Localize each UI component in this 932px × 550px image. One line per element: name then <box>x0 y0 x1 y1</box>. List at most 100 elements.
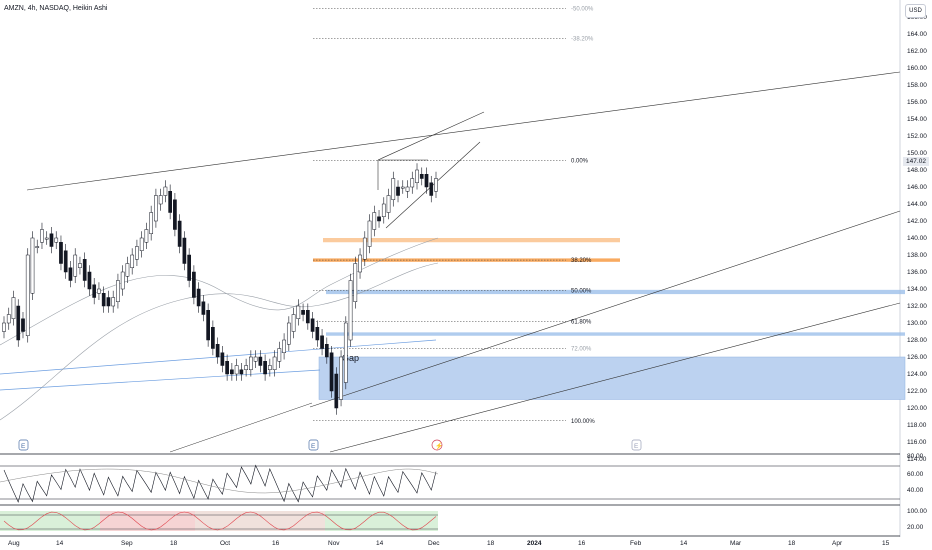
moving-average-2 <box>0 262 439 421</box>
time-tick-label: Feb <box>630 540 642 547</box>
rsi-line <box>3 464 437 503</box>
price-tick-label: 158.00 <box>907 82 927 89</box>
price-tick-label: 138.00 <box>907 252 927 259</box>
candle-body <box>35 246 40 248</box>
split-marker[interactable]: ⚡ <box>431 439 443 451</box>
price-tick-label: 160.00 <box>907 65 927 72</box>
price-tick-label: 134.00 <box>907 286 927 293</box>
blue-zone[interactable] <box>326 289 905 295</box>
chart-title: AMZN, 4h, NASDAQ, Heikin Ashi <box>4 5 108 12</box>
stoch-k-line <box>3 511 437 531</box>
rsi-pane[interactable] <box>0 464 900 503</box>
candle-body <box>253 356 258 362</box>
lower-channel-line-1[interactable] <box>309 210 901 408</box>
currency-button[interactable]: USD <box>905 4 926 18</box>
candle-body <box>343 322 348 383</box>
candle-body <box>201 301 206 315</box>
wedge-upper-line[interactable] <box>377 111 485 161</box>
fib-level-label: -38.20% <box>571 36 594 42</box>
blue-zone[interactable] <box>326 332 905 336</box>
candle-body <box>320 335 324 349</box>
candle-body <box>348 280 353 341</box>
candle-body <box>410 178 415 188</box>
price-tick-label: 148.00 <box>907 167 927 174</box>
fib-level-label: 61.80% <box>571 319 592 325</box>
rsi-tick-label: 60.00 <box>907 471 924 478</box>
gap-label: Gap <box>342 353 359 363</box>
left-lower-line <box>169 402 313 453</box>
candle-body <box>63 250 68 273</box>
candle-body <box>272 356 277 370</box>
candle-body <box>296 305 301 319</box>
price-tick-label: 114.00 <box>907 456 927 463</box>
candle-body <box>92 284 97 298</box>
candle-body <box>391 178 396 200</box>
candle-body <box>258 356 263 366</box>
svg-text:E: E <box>634 443 639 450</box>
stoch-bg-down-2 <box>195 511 325 531</box>
price-tick-label: 120.00 <box>907 405 927 412</box>
fib-level-label: 0.00% <box>571 159 589 165</box>
candle-body <box>286 322 291 345</box>
candle-body <box>173 199 177 230</box>
zones-layer <box>313 238 905 336</box>
candle-body <box>267 365 272 370</box>
candle-body <box>396 186 400 196</box>
time-tick-label: 15 <box>882 540 890 547</box>
fib-level-label: 100.00% <box>571 419 595 425</box>
candle-body <box>220 352 225 366</box>
rsi-axis: 80.00 60.00 40.00 <box>907 453 924 494</box>
candle-body <box>139 237 144 251</box>
support-zone[interactable] <box>323 238 620 243</box>
candle-body <box>301 310 305 315</box>
candle-body <box>244 365 248 370</box>
candle-body <box>429 182 434 196</box>
fib-retracement[interactable]: -50.00% -38.20% 0.00% 38.20% 50.00% 61.80% 72.… <box>313 7 595 425</box>
price-tick-label: 128.00 <box>907 337 927 344</box>
stoch-axis: 100.00 20.00 <box>907 508 927 531</box>
candle-body <box>30 237 35 294</box>
candle-body <box>291 314 296 332</box>
price-axis[interactable]: 166.00164.00162.00160.00158.00156.00154.… <box>907 14 927 463</box>
fib-level-label: 72.00% <box>571 347 592 353</box>
candle-body <box>135 246 139 260</box>
time-axis[interactable]: Aug 14 Sep 18 Oct 16 Nov 14 Dec 18 2024 16 Feb 14 Mar 1… <box>8 540 890 547</box>
candle-body <box>239 369 244 375</box>
candle-body <box>358 254 362 273</box>
candle-body <box>125 263 130 277</box>
time-tick-label: 18 <box>487 540 495 547</box>
price-tick-label: 124.00 <box>907 371 927 378</box>
candle-body <box>120 271 125 290</box>
stoch-bg-up-3 <box>325 511 438 531</box>
rsi-ma-line <box>0 468 439 494</box>
candle-body <box>329 352 334 392</box>
earnings-marker-2[interactable]: E <box>308 439 319 451</box>
stoch-pane[interactable] <box>0 511 438 531</box>
candle-body <box>192 271 196 298</box>
candle-body <box>353 263 358 302</box>
svg-text:E: E <box>21 443 26 450</box>
candle-body <box>158 195 163 205</box>
earnings-marker-1[interactable]: E <box>18 439 29 451</box>
candle-body <box>386 195 391 213</box>
candle-body <box>305 310 310 324</box>
candle-body <box>263 361 267 375</box>
rsi-tick-label: 40.00 <box>907 487 924 494</box>
candle-body <box>381 203 386 217</box>
svg-text:⚡: ⚡ <box>435 442 443 450</box>
candle-body <box>106 297 111 307</box>
earnings-marker-3[interactable]: E <box>631 439 642 451</box>
upper-channel-line[interactable] <box>26 71 901 191</box>
fib-level-label: 50.00% <box>571 289 592 295</box>
lower-channel-line-2[interactable] <box>329 302 901 453</box>
price-tick-label: 150.00 <box>907 150 927 157</box>
candle-body <box>324 344 329 358</box>
candle-body <box>78 263 82 268</box>
time-tick-label: 18 <box>788 540 796 547</box>
price-tick-label: 130.00 <box>907 320 927 327</box>
time-tick-label: 16 <box>272 540 280 547</box>
candle-body <box>16 305 21 341</box>
price-tick-label: 156.00 <box>907 99 927 106</box>
candle-body <box>315 327 320 341</box>
